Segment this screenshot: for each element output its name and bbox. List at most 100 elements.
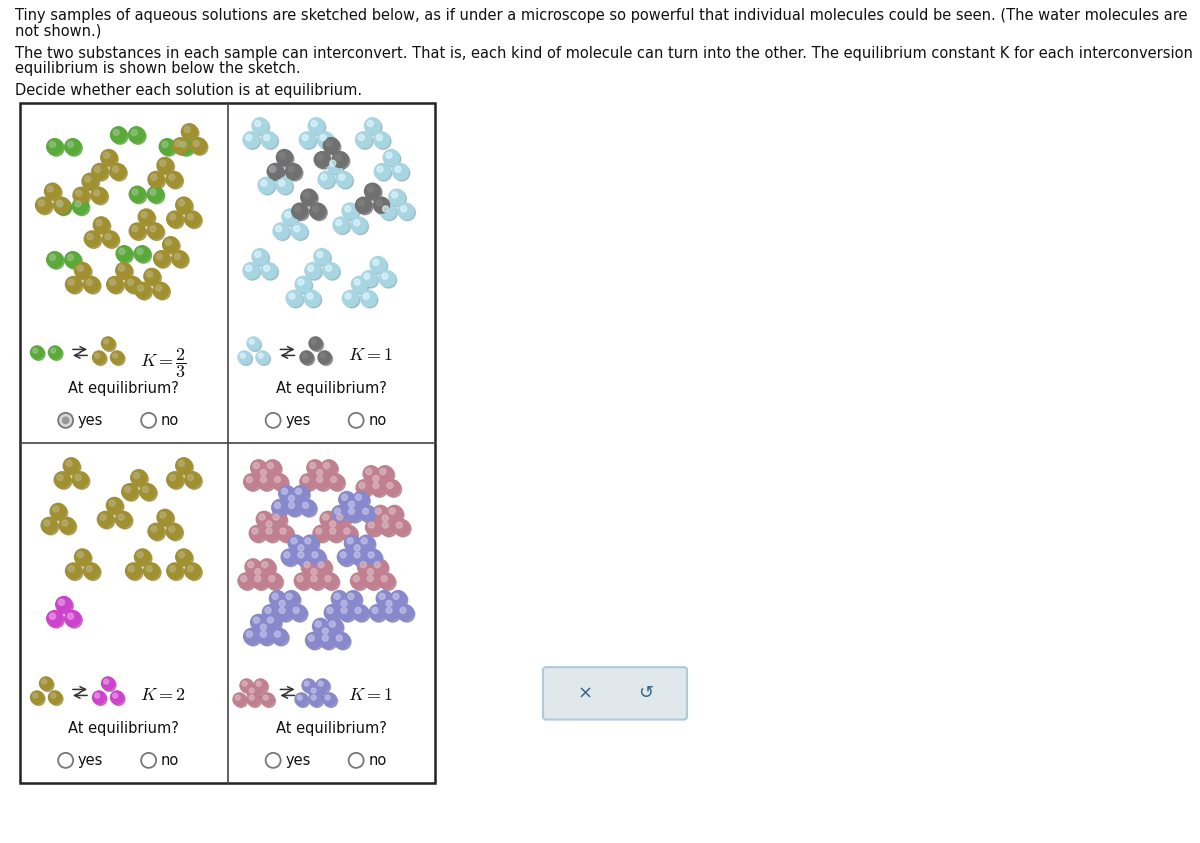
Circle shape bbox=[263, 695, 268, 700]
Text: yes: yes bbox=[286, 753, 311, 768]
Circle shape bbox=[296, 544, 313, 560]
Circle shape bbox=[259, 630, 275, 646]
Circle shape bbox=[287, 494, 304, 510]
Circle shape bbox=[391, 192, 397, 198]
Circle shape bbox=[335, 154, 341, 160]
Circle shape bbox=[107, 497, 122, 513]
Circle shape bbox=[294, 206, 300, 212]
Circle shape bbox=[260, 180, 266, 186]
Circle shape bbox=[246, 266, 252, 271]
Circle shape bbox=[379, 513, 396, 529]
Circle shape bbox=[367, 121, 373, 126]
FancyBboxPatch shape bbox=[542, 667, 686, 720]
Circle shape bbox=[310, 203, 325, 219]
Circle shape bbox=[366, 567, 382, 583]
Circle shape bbox=[397, 604, 413, 620]
Circle shape bbox=[54, 198, 71, 214]
Circle shape bbox=[278, 151, 294, 167]
Circle shape bbox=[353, 491, 368, 507]
Circle shape bbox=[47, 610, 62, 626]
Circle shape bbox=[166, 239, 172, 245]
Circle shape bbox=[265, 520, 281, 536]
Text: At equilibrium?: At equilibrium? bbox=[276, 722, 386, 737]
Circle shape bbox=[367, 550, 383, 566]
Circle shape bbox=[268, 574, 283, 590]
Circle shape bbox=[302, 561, 319, 577]
Circle shape bbox=[30, 346, 43, 359]
Text: $K=2$: $K=2$ bbox=[140, 686, 186, 705]
Circle shape bbox=[378, 573, 395, 589]
Circle shape bbox=[254, 569, 260, 575]
Circle shape bbox=[359, 135, 365, 141]
Circle shape bbox=[175, 458, 192, 474]
Circle shape bbox=[142, 413, 156, 428]
Circle shape bbox=[66, 612, 83, 628]
Circle shape bbox=[365, 573, 380, 589]
Circle shape bbox=[382, 514, 397, 530]
Circle shape bbox=[278, 180, 284, 186]
Circle shape bbox=[361, 507, 377, 523]
Circle shape bbox=[364, 293, 370, 299]
Circle shape bbox=[324, 574, 340, 590]
Circle shape bbox=[320, 135, 326, 141]
Circle shape bbox=[334, 512, 350, 528]
Circle shape bbox=[346, 506, 361, 522]
Circle shape bbox=[353, 218, 368, 234]
Circle shape bbox=[269, 165, 284, 181]
Circle shape bbox=[391, 592, 408, 608]
Circle shape bbox=[259, 475, 275, 491]
Circle shape bbox=[74, 201, 82, 207]
Circle shape bbox=[290, 604, 306, 620]
Circle shape bbox=[370, 480, 386, 496]
Circle shape bbox=[314, 474, 330, 490]
Circle shape bbox=[263, 525, 280, 541]
Circle shape bbox=[296, 695, 310, 707]
Circle shape bbox=[336, 513, 352, 529]
Circle shape bbox=[323, 514, 329, 520]
Circle shape bbox=[260, 476, 266, 482]
Circle shape bbox=[157, 158, 173, 174]
Circle shape bbox=[55, 199, 71, 215]
Circle shape bbox=[304, 290, 320, 306]
Circle shape bbox=[295, 488, 301, 494]
Circle shape bbox=[383, 149, 400, 165]
Circle shape bbox=[362, 508, 368, 514]
Circle shape bbox=[42, 679, 47, 684]
Circle shape bbox=[385, 599, 401, 615]
Circle shape bbox=[323, 137, 340, 153]
Circle shape bbox=[312, 619, 329, 634]
Circle shape bbox=[341, 525, 358, 541]
Circle shape bbox=[372, 505, 389, 521]
Circle shape bbox=[125, 486, 131, 492]
Circle shape bbox=[53, 506, 59, 513]
Circle shape bbox=[367, 569, 373, 575]
Circle shape bbox=[148, 524, 164, 540]
Circle shape bbox=[108, 278, 125, 294]
Circle shape bbox=[338, 491, 355, 507]
Circle shape bbox=[382, 576, 388, 582]
Circle shape bbox=[329, 621, 335, 627]
Circle shape bbox=[67, 278, 83, 294]
Circle shape bbox=[74, 475, 82, 481]
Circle shape bbox=[127, 565, 143, 581]
Circle shape bbox=[187, 566, 193, 572]
Circle shape bbox=[336, 220, 342, 226]
Circle shape bbox=[395, 166, 401, 172]
Circle shape bbox=[319, 352, 332, 365]
Circle shape bbox=[382, 205, 397, 221]
Circle shape bbox=[167, 472, 182, 488]
Circle shape bbox=[325, 266, 331, 271]
Circle shape bbox=[184, 126, 190, 132]
Circle shape bbox=[311, 338, 324, 352]
Circle shape bbox=[310, 567, 325, 583]
Circle shape bbox=[352, 542, 367, 558]
Circle shape bbox=[314, 620, 330, 636]
Circle shape bbox=[38, 200, 44, 206]
Circle shape bbox=[73, 473, 90, 489]
Circle shape bbox=[367, 186, 373, 192]
Circle shape bbox=[323, 461, 338, 477]
Circle shape bbox=[296, 278, 313, 294]
Circle shape bbox=[94, 692, 107, 706]
Circle shape bbox=[156, 285, 162, 291]
Circle shape bbox=[253, 250, 270, 266]
